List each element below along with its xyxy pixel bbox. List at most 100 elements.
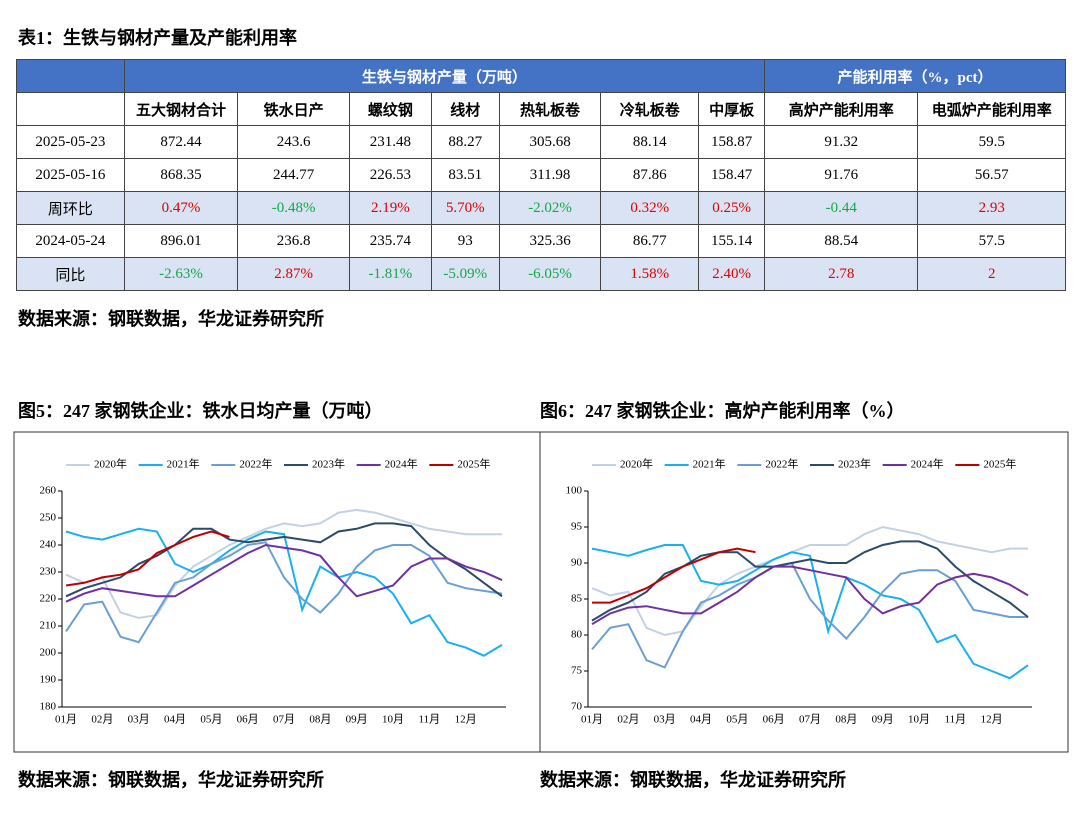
table-cell: 88.27 xyxy=(430,125,500,159)
x-tick-label: 10月 xyxy=(908,714,930,726)
series-line xyxy=(591,544,1029,680)
legend-label: 2022年 xyxy=(239,457,272,471)
series-line xyxy=(591,561,1028,669)
x-tick-label: 03月 xyxy=(654,714,676,726)
table-cell: 325.36 xyxy=(498,224,602,258)
table-cell: 93 xyxy=(430,224,500,258)
header-row: 生铁与钢材产量（万吨） 产能利用率（%，pct） xyxy=(16,59,1066,93)
x-tick-label: 02月 xyxy=(91,714,113,726)
y-tick-label: 260 xyxy=(40,485,57,497)
legend-label: 2023年 xyxy=(838,457,871,471)
table-row: 同比 -2.63% 2.87% -1.81% -5.09% -6.05% 1.58% 2.40… xyxy=(16,257,1066,291)
table-cell: 2.19% xyxy=(349,191,432,225)
y-tick-label: 230 xyxy=(40,566,57,578)
x-tick-label: 08月 xyxy=(835,714,857,726)
x-tick-label: 01月 xyxy=(581,714,603,726)
x-tick-label: 05月 xyxy=(726,714,748,726)
y-tick-label: 240 xyxy=(40,539,57,551)
table-cell: 896.01 xyxy=(123,224,239,258)
table-cell: 周环比 xyxy=(16,191,125,225)
x-tick-label: 06月 xyxy=(237,714,259,726)
table-title: 表1：生铁与钢材产量及产能利用率 xyxy=(18,28,297,48)
series-line xyxy=(65,522,503,598)
table-cell: 155.14 xyxy=(698,224,766,258)
table-cell: 2 xyxy=(917,257,1066,291)
table-cell: 57.5 xyxy=(917,224,1066,258)
x-tick-label: 11月 xyxy=(419,714,441,726)
table-cell: 91.76 xyxy=(764,158,919,192)
table-cell: 2.78 xyxy=(764,257,919,291)
column-header: 热轧板卷 xyxy=(498,92,602,126)
y-tick-label: 70 xyxy=(571,701,583,713)
chart-frame xyxy=(13,431,1069,753)
table-cell: 88.14 xyxy=(600,125,700,159)
legend-label: 2023年 xyxy=(312,457,345,471)
y-tick-label: 95 xyxy=(571,521,583,533)
y-tick-label: 190 xyxy=(40,674,57,686)
y-tick-label: 200 xyxy=(40,647,57,659)
table-cell: 83.51 xyxy=(430,158,500,192)
table-cell: -5.09% xyxy=(430,257,500,291)
series-line xyxy=(65,508,502,619)
series-line xyxy=(65,530,230,587)
data-table: 生铁与钢材产量（万吨） 产能利用率（%，pct） 五大钢材合计 铁水日产 螺纹钢 线材 热轧… xyxy=(16,59,1066,291)
table-row: 周环比 0.47% -0.48% 2.19% 5.70% -2.02% 0.32% 0.25%… xyxy=(16,191,1066,225)
x-tick-label: 07月 xyxy=(273,714,295,726)
series-line xyxy=(591,540,1029,622)
series-line xyxy=(591,565,1029,626)
x-tick-label: 06月 xyxy=(763,714,785,726)
x-tick-label: 09月 xyxy=(872,714,894,726)
y-tick-label: 85 xyxy=(571,593,583,605)
table-cell: 0.32% xyxy=(600,191,700,225)
x-tick-label: 11月 xyxy=(945,714,967,726)
y-tick-label: 210 xyxy=(40,620,57,632)
table-cell: 1.58% xyxy=(600,257,700,291)
legend-label: 2025年 xyxy=(983,457,1016,471)
column-header: 线材 xyxy=(430,92,500,126)
x-tick-label: 10月 xyxy=(382,714,404,726)
y-tick-label: 75 xyxy=(571,665,583,677)
table-cell: 2025-05-23 xyxy=(16,125,125,159)
x-tick-label: 08月 xyxy=(309,714,331,726)
table-cell: 5.70% xyxy=(430,191,500,225)
y-tick-label: 80 xyxy=(571,629,583,641)
column-header: 高炉产能利用率 xyxy=(764,92,919,126)
table-cell: 2.93 xyxy=(917,191,1066,225)
chart-source: 数据来源：钢联数据，华龙证券研究所 xyxy=(18,770,324,790)
legend-label: 2025年 xyxy=(457,457,490,471)
y-tick-label: 100 xyxy=(566,485,583,497)
series-line xyxy=(65,543,503,603)
table-cell: 91.32 xyxy=(764,125,919,159)
series-line xyxy=(592,547,756,604)
table-cell: 158.87 xyxy=(698,125,766,159)
header-cell xyxy=(16,92,125,126)
chart-title: 图5：247 家钢铁企业：铁水日均产量（万吨） xyxy=(18,401,383,421)
table-cell: 2.87% xyxy=(237,257,350,291)
table-cell: 231.48 xyxy=(349,125,432,159)
header-row: 五大钢材合计 铁水日产 螺纹钢 线材 热轧板卷 冷轧板卷 中厚板 高炉产能利用率 电弧炉产能利用… xyxy=(16,92,1066,126)
table-cell: 868.35 xyxy=(123,158,239,192)
legend-label: 2024年 xyxy=(385,457,418,471)
table-cell: -0.44 xyxy=(764,191,919,225)
y-tick-label: 180 xyxy=(40,701,57,713)
x-tick-label: 04月 xyxy=(164,714,186,726)
x-tick-label: 02月 xyxy=(617,714,639,726)
x-tick-label: 04月 xyxy=(690,714,712,726)
table-cell: -1.81% xyxy=(349,257,432,291)
legend-label: 2022年 xyxy=(765,457,798,471)
series-line xyxy=(65,541,503,644)
table-cell: 同比 xyxy=(16,257,125,291)
table-cell: 311.98 xyxy=(498,158,602,192)
table-cell: 56.57 xyxy=(917,158,1066,192)
table-cell: -6.05% xyxy=(498,257,602,291)
table-cell: 88.54 xyxy=(764,224,919,258)
x-tick-label: 01月 xyxy=(55,714,77,726)
legend-label: 2021年 xyxy=(693,457,726,471)
table-source: 数据来源：钢联数据，华龙证券研究所 xyxy=(18,309,324,329)
y-tick-label: 220 xyxy=(40,593,57,605)
series-line xyxy=(65,527,503,657)
x-tick-label: 07月 xyxy=(799,714,821,726)
table-cell: 226.53 xyxy=(349,158,432,192)
